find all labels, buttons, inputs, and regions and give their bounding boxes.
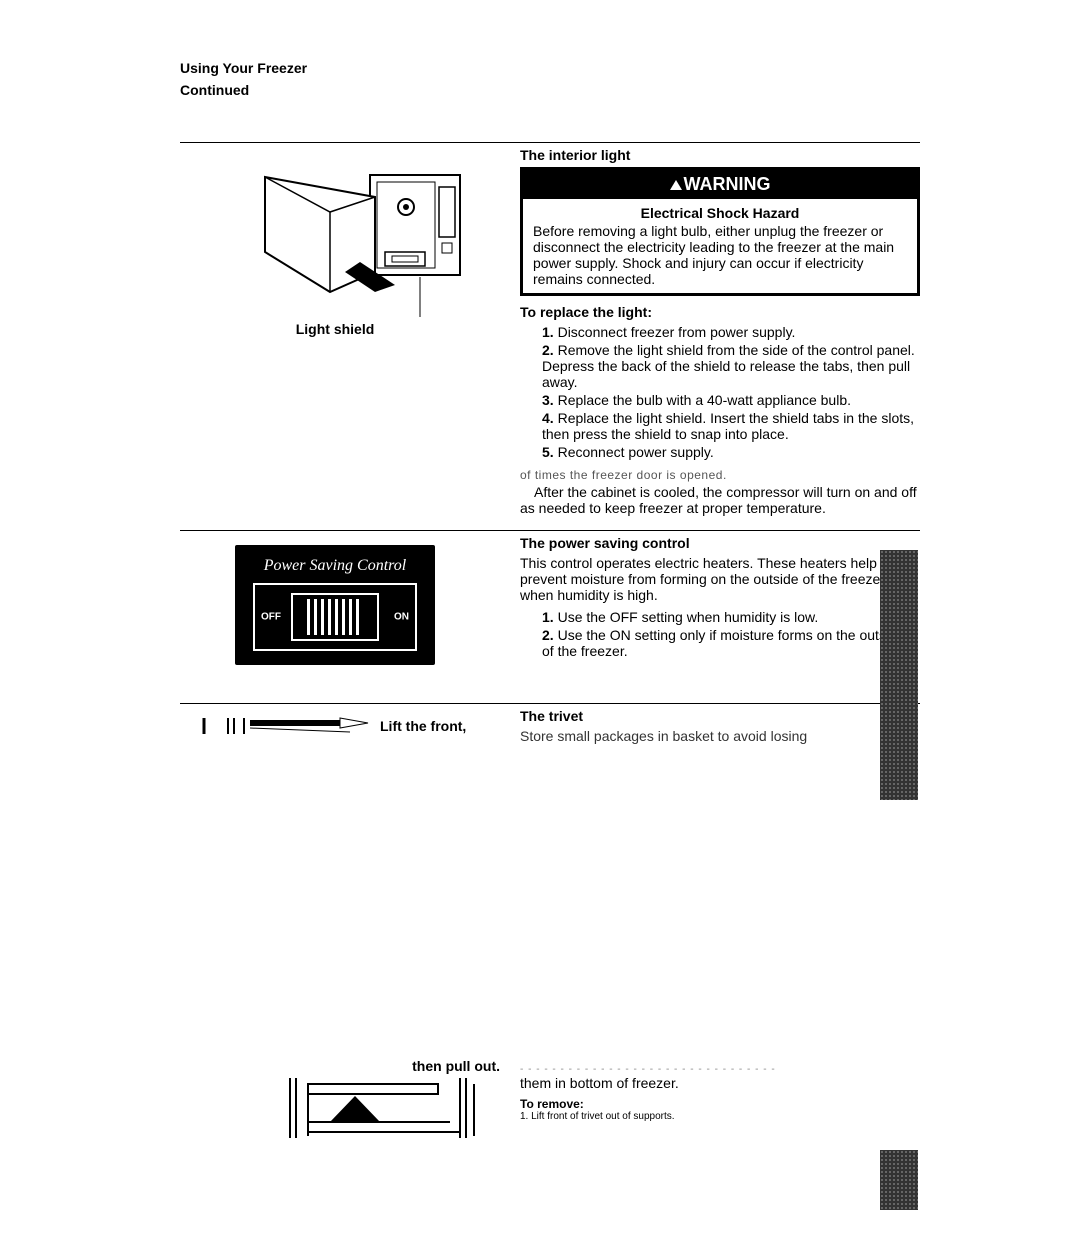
cutoff-text-top: of times the freezer door is opened.: [520, 468, 920, 482]
scan-artifact-strip: [880, 550, 918, 800]
list-item: 3. Replace the bulb with a 40-watt appli…: [540, 392, 920, 408]
trivet-cut-text: Store small packages in basket to avoid …: [520, 728, 920, 744]
page-title-line2: Continued: [180, 82, 920, 98]
list-item: 4. Replace the light shield. Insert the …: [540, 410, 920, 442]
scan-artifact-strip: [880, 1150, 918, 1210]
trivet-pullout-figure: [260, 1078, 490, 1138]
faint-cutoff-line: - - - - - - - - - - - - - - - - - - - - …: [520, 1064, 920, 1075]
list-item: 1. Disconnect freezer from power supply.: [540, 324, 920, 340]
pull-out-label: then pull out.: [412, 1058, 500, 1074]
list-item: 2. Use the ON setting only if moisture f…: [540, 627, 920, 659]
page-title-line1: Using Your Freezer: [180, 60, 920, 76]
compressor-paragraph: After the cabinet is cooled, the compres…: [520, 484, 920, 516]
light-shield-figure: [195, 157, 475, 317]
warning-text: WARNING: [684, 174, 771, 194]
section-divider: [180, 703, 920, 704]
section-divider: [180, 530, 920, 531]
off-label: OFF: [261, 612, 281, 623]
trivet-lift-figure: [200, 714, 370, 738]
to-remove-step: 1. Lift front of trivet out of supports.: [520, 1111, 920, 1122]
power-control-script-label: Power Saving Control: [235, 557, 435, 575]
warning-header: WARNING: [523, 170, 917, 199]
replace-steps-list: 1. Disconnect freezer from power supply.…: [520, 324, 920, 460]
lift-front-label: Lift the front,: [380, 718, 466, 734]
list-item: 1. Use the OFF setting when humidity is …: [540, 609, 920, 625]
interior-light-title: The interior light: [520, 147, 920, 163]
warning-icon: [670, 180, 682, 190]
on-label: ON: [394, 612, 409, 623]
power-saving-title: The power saving control: [520, 535, 920, 551]
warning-box: WARNING Electrical Shock Hazard Before r…: [520, 167, 920, 296]
to-remove-title: To remove:: [520, 1097, 920, 1111]
section-divider: [180, 142, 920, 143]
trivet-title: The trivet: [520, 708, 920, 724]
warning-body-text: Before removing a light bulb, either unp…: [533, 223, 907, 287]
replace-light-title: To replace the light:: [520, 304, 920, 320]
bottom-continuation-text: them in bottom of freezer.: [520, 1075, 920, 1091]
power-saving-paragraph: This control operates electric heaters. …: [520, 555, 920, 603]
power-saving-control-figure: Power Saving Control OFF ON: [235, 545, 435, 665]
list-item: 2. Remove the light shield from the side…: [540, 342, 920, 390]
list-item: 5. Reconnect power supply.: [540, 444, 920, 460]
warning-subtitle: Electrical Shock Hazard: [533, 205, 907, 221]
power-saving-list: 1. Use the OFF setting when humidity is …: [520, 609, 920, 659]
light-shield-caption: Light shield: [180, 321, 490, 337]
